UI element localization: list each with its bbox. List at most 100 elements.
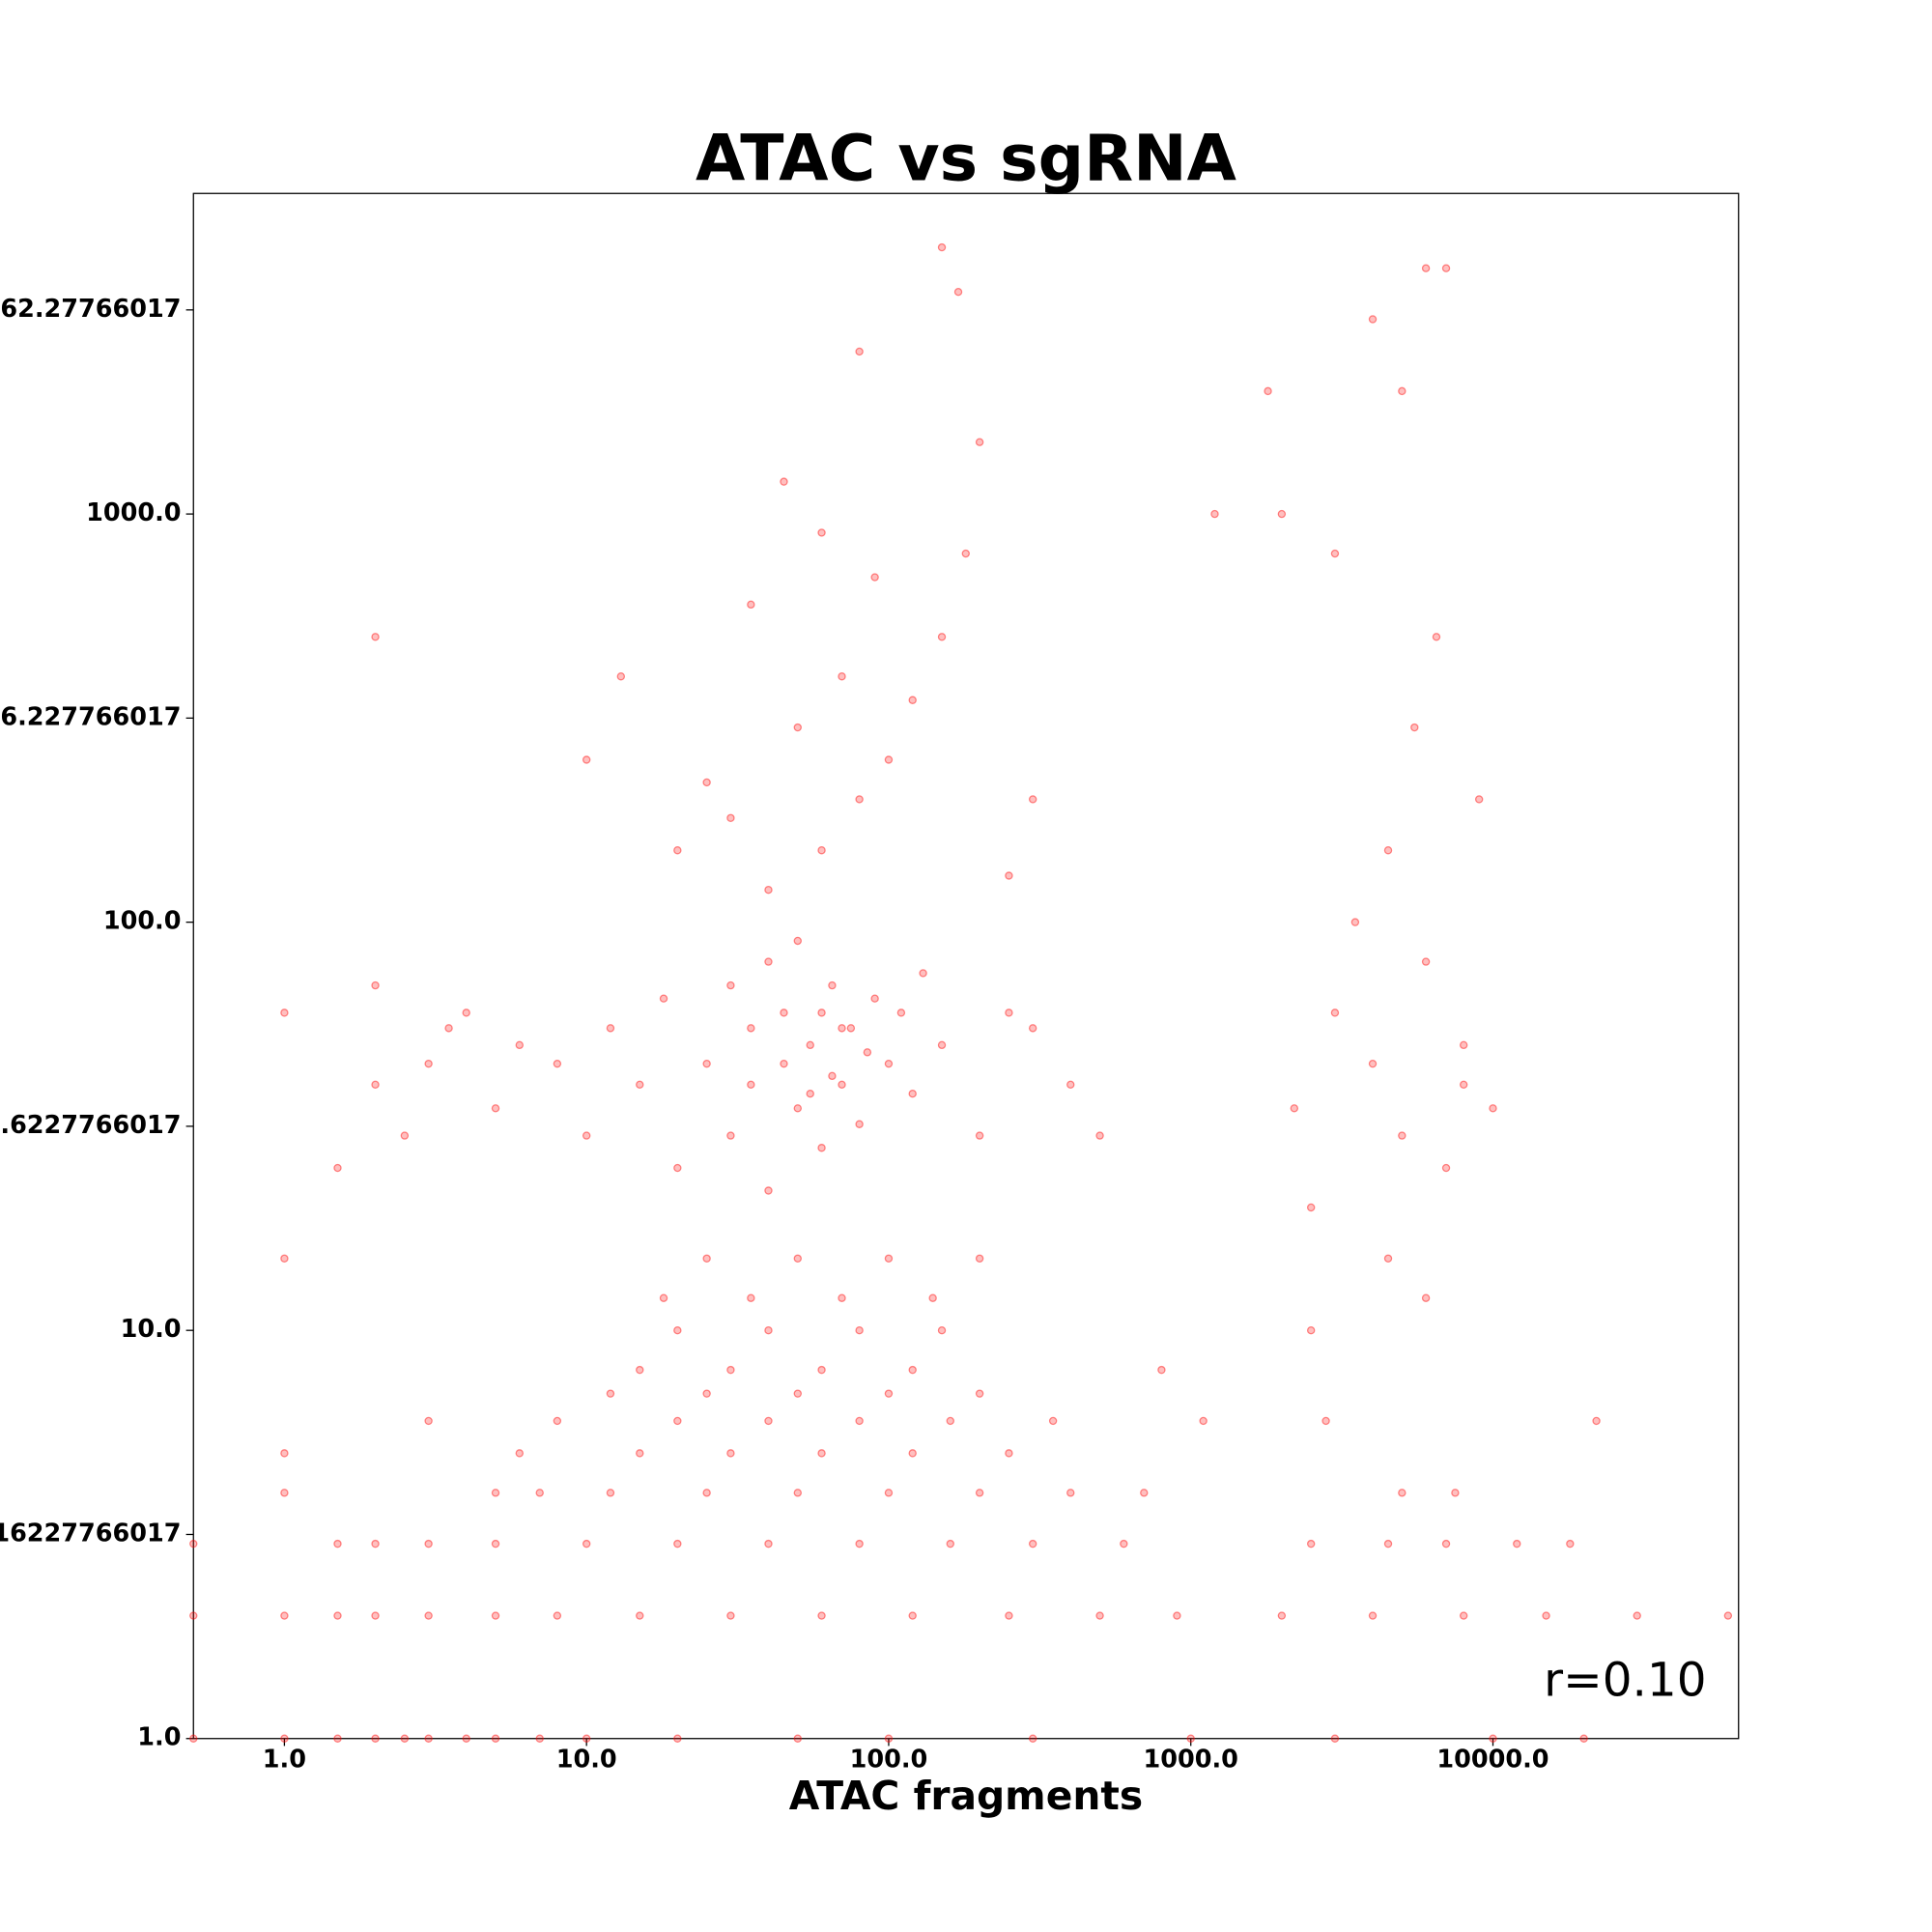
point (1330, 1734, 1340, 1743)
point (975, 1489, 984, 1497)
y-tick-label: 1000.0 (86, 498, 181, 527)
point (793, 1489, 803, 1497)
point (780, 1059, 788, 1068)
point (1028, 1734, 1037, 1743)
point (1306, 1539, 1316, 1548)
point (491, 1489, 500, 1497)
point (780, 477, 788, 486)
point (726, 1611, 735, 1620)
point (659, 1293, 668, 1302)
point (280, 1254, 289, 1263)
point (884, 1734, 894, 1743)
point (908, 1611, 917, 1620)
point (793, 1254, 803, 1263)
x-tick-label: 10.0 (556, 1746, 617, 1775)
point (515, 1040, 525, 1050)
y-tick-label: 3.16227766017 (0, 1519, 182, 1548)
point (424, 1059, 433, 1068)
point (280, 1611, 289, 1620)
point (1383, 1539, 1393, 1548)
point (884, 1059, 894, 1068)
point (702, 1489, 711, 1497)
point (1028, 1539, 1037, 1548)
point (1173, 1611, 1181, 1620)
point (1157, 1365, 1166, 1375)
point (1321, 1416, 1330, 1426)
point (855, 795, 864, 804)
point (371, 1734, 380, 1743)
point (1264, 386, 1272, 396)
point (975, 1131, 984, 1140)
point (333, 1539, 342, 1548)
point (1432, 633, 1441, 641)
point (1048, 1416, 1058, 1426)
point (1277, 509, 1287, 519)
point (636, 1080, 644, 1090)
point (582, 755, 591, 764)
y-tick-label: 1.0 (137, 1723, 181, 1752)
point (793, 1734, 803, 1743)
point (371, 1539, 380, 1548)
point (189, 1734, 198, 1743)
point (1350, 918, 1360, 926)
point (817, 1449, 826, 1458)
point (726, 1365, 735, 1375)
point (975, 1389, 984, 1398)
point (371, 1080, 380, 1090)
point (189, 1611, 198, 1620)
point (953, 287, 963, 297)
point (1489, 1104, 1497, 1113)
point (908, 696, 917, 704)
point (1120, 1539, 1128, 1548)
point (896, 1009, 906, 1017)
point (919, 969, 927, 978)
point (333, 1163, 342, 1173)
point (747, 1080, 755, 1090)
point (702, 1254, 711, 1263)
point (1398, 386, 1406, 396)
point (1398, 1131, 1406, 1140)
point (462, 1734, 470, 1743)
x-tick-label: 1000.0 (1144, 1746, 1238, 1775)
y-tick-label: 316.227766017 (0, 702, 182, 731)
point (636, 1611, 644, 1620)
point (817, 528, 826, 537)
point (1489, 1734, 1497, 1743)
x-tick-label: 1.0 (263, 1746, 306, 1775)
point (908, 1089, 917, 1098)
point (793, 1104, 803, 1113)
x-tick-label: 10000.0 (1436, 1746, 1548, 1775)
point (582, 1131, 591, 1140)
point (726, 980, 735, 990)
point (636, 1449, 644, 1458)
point (424, 1611, 433, 1620)
point (747, 600, 755, 610)
point (1210, 509, 1219, 519)
point (1140, 1489, 1149, 1497)
point (747, 1024, 755, 1033)
point (817, 1144, 826, 1152)
point (764, 1186, 773, 1195)
y-tick-label: 100.0 (103, 907, 182, 936)
point (444, 1024, 453, 1033)
point (673, 1325, 682, 1335)
point (1095, 1131, 1104, 1140)
point (1066, 1489, 1075, 1497)
point (828, 1071, 837, 1081)
point (673, 1416, 682, 1426)
point (582, 1734, 591, 1743)
point (1421, 264, 1431, 272)
point (1005, 871, 1013, 880)
point (793, 936, 803, 946)
point (806, 1040, 814, 1050)
point (333, 1611, 342, 1620)
point (280, 1009, 289, 1017)
point (1383, 1254, 1393, 1263)
point (702, 778, 711, 787)
y-tick-label: 10.0 (121, 1315, 182, 1344)
point (616, 672, 626, 681)
point (673, 1163, 682, 1173)
point (491, 1734, 500, 1743)
